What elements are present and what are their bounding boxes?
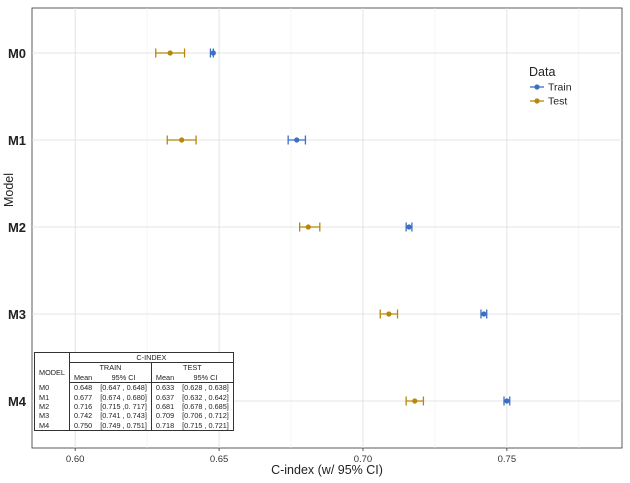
train-point xyxy=(504,398,510,404)
train-header: TRAIN xyxy=(69,362,152,373)
test-errorbar xyxy=(405,396,425,406)
row-train-ci: [0.741 , 0.743] xyxy=(96,411,152,421)
x-tick-label: 0.75 xyxy=(498,454,517,465)
train-point xyxy=(481,311,487,317)
train-errorbar xyxy=(503,396,511,406)
test-errorbar xyxy=(379,309,399,319)
legend: Data Train Test xyxy=(529,65,572,108)
table-row: M2 0.716 [0.715 ,0. 717] 0.681 [0.678 , … xyxy=(34,402,234,412)
train-errorbar xyxy=(287,135,307,145)
table-group-header: C-INDEX xyxy=(69,351,234,364)
train-errorbar xyxy=(480,309,488,319)
row-train-ci: [0.715 ,0. 717] xyxy=(96,402,152,412)
train-point xyxy=(294,137,300,143)
test-point xyxy=(412,398,418,404)
x-axis-title: C-index (w/ 95% CI) xyxy=(271,463,383,477)
x-tick-label: 0.65 xyxy=(210,454,229,465)
y-tick-label: M3 xyxy=(8,307,26,322)
table-row: M0 0.648 [0.647 , 0.648] 0.633 [0.628 , … xyxy=(34,382,234,393)
row-test-ci: [0.678 , 0.685] xyxy=(178,402,234,412)
legend-items: Train Test xyxy=(530,82,572,108)
test-point xyxy=(386,311,392,317)
data-marks xyxy=(155,48,511,406)
row-test-mean: 0.718 xyxy=(151,420,179,432)
row-train-ci: [0.749 , 0.751] xyxy=(96,420,152,432)
y-axis-title: Model xyxy=(2,173,16,207)
test-mean-header: Mean xyxy=(151,372,179,384)
row-train-mean: 0.750 xyxy=(69,420,97,432)
row-train-ci: [0.674 , 0.680] xyxy=(96,392,152,403)
train-errorbar xyxy=(209,48,216,58)
test-point xyxy=(305,224,311,230)
train-errorbar xyxy=(405,222,413,232)
row-test-mean: 0.633 xyxy=(155,383,175,393)
y-tick-label: M4 xyxy=(8,394,27,409)
row-model: M3 xyxy=(34,411,70,421)
row-train-mean: 0.677 xyxy=(73,392,93,402)
c-index-table: C-INDEX MODEL TRAIN TEST Mean 95% CI Mea… xyxy=(34,351,234,432)
x-tick-label: 0.70 xyxy=(354,454,373,465)
legend-marker-test xyxy=(534,98,540,104)
row-test-ci: [0.706 , 0.712] xyxy=(178,411,234,421)
x-tick-label: 0.60 xyxy=(66,454,85,465)
train-ci-header: 95% CI xyxy=(96,372,152,384)
test-point xyxy=(179,137,185,143)
row-test-ci: [0.628 , 0.638] xyxy=(178,382,234,393)
y-tick-labels: M0 M1 M2 M3 M4 xyxy=(8,46,27,409)
legend-marker-train xyxy=(534,84,540,90)
table-row: M1 0.677 [0.674 , 0.680] 0.637 [0.632 , … xyxy=(34,392,234,403)
row-test-ci: [0.715 , 0.721] xyxy=(178,420,234,432)
row-test-mean: 0.637 xyxy=(155,392,175,402)
legend-label-test: Test xyxy=(548,96,567,108)
row-test-mean: 0.709 xyxy=(155,411,175,421)
y-tick-label: M0 xyxy=(8,46,26,61)
row-model: M2 xyxy=(34,402,70,412)
row-train-ci: [0.647 , 0.648] xyxy=(96,382,152,393)
row-train-mean: 0.648 xyxy=(73,383,93,393)
test-errorbar xyxy=(166,135,197,145)
y-tick-label: M2 xyxy=(8,220,26,235)
train-point xyxy=(406,224,412,230)
row-train-mean: 0.716 xyxy=(73,402,93,412)
legend-title: Data xyxy=(529,65,555,79)
table-corner xyxy=(34,351,70,363)
model-header: MODEL xyxy=(34,362,70,383)
legend-label-train: Train xyxy=(548,82,572,94)
test-header: TEST xyxy=(151,362,234,373)
test-ci-header: 95% CI xyxy=(178,372,234,384)
test-errorbar xyxy=(299,222,321,232)
table-row: M4 0.750 [0.749 , 0.751] 0.718 [0.715 , … xyxy=(34,420,234,432)
x-tick-labels: 0.60 0.65 0.70 0.75 xyxy=(66,448,516,465)
row-model: M1 xyxy=(34,392,70,403)
row-test-mean: 0.681 xyxy=(155,402,175,412)
row-model: M4 xyxy=(34,420,70,432)
row-test-ci: [0.632 , 0.642] xyxy=(178,392,234,403)
row-train-mean: 0.742 xyxy=(73,411,93,421)
table-row: M3 0.742 [0.741 , 0.743] 0.709 [0.706 , … xyxy=(34,411,234,421)
row-model: M0 xyxy=(34,382,70,393)
test-point xyxy=(167,50,173,56)
test-errorbar xyxy=(155,48,186,58)
train-mean-header: Mean xyxy=(69,372,97,384)
train-point xyxy=(210,50,216,56)
y-tick-label: M1 xyxy=(8,133,26,148)
